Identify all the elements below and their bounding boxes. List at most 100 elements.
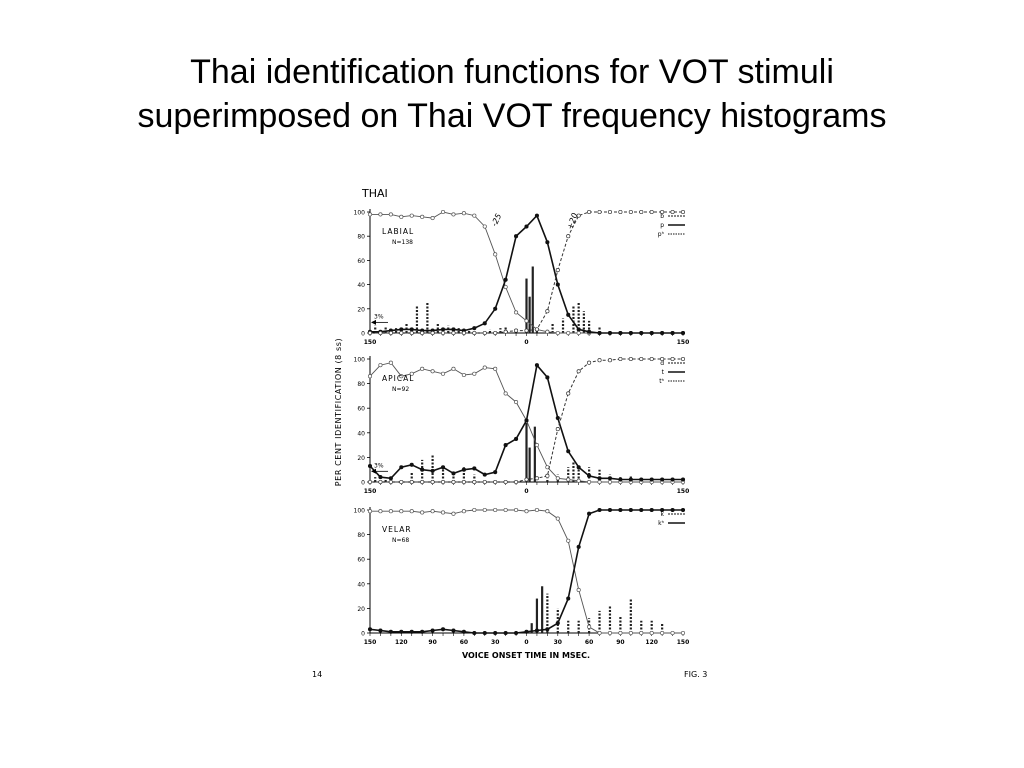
data-point bbox=[493, 479, 498, 485]
x-tick-label: 120 bbox=[645, 639, 658, 646]
data-point bbox=[587, 511, 592, 516]
data-point bbox=[420, 330, 425, 336]
y-axis-label: PER CENT IDENTIFICATION (8 ss) bbox=[334, 338, 343, 487]
data-point bbox=[618, 330, 623, 336]
data-point bbox=[409, 629, 414, 634]
data-point bbox=[649, 209, 654, 215]
data-point bbox=[660, 507, 665, 513]
data-point bbox=[524, 224, 529, 229]
data-point bbox=[493, 366, 498, 371]
y-tick-label: 0 bbox=[361, 331, 365, 338]
data-point bbox=[670, 330, 675, 336]
data-point bbox=[472, 479, 477, 485]
slide-title-line-1: Thai identification functions for VOT st… bbox=[190, 53, 834, 91]
data-point bbox=[555, 282, 560, 287]
data-point bbox=[545, 375, 550, 380]
data-point bbox=[451, 628, 456, 633]
data-point bbox=[420, 214, 425, 219]
data-point bbox=[440, 627, 446, 632]
figure-label: FIG. 3 bbox=[684, 670, 707, 679]
data-point bbox=[660, 209, 665, 215]
data-point bbox=[409, 327, 414, 332]
data-point bbox=[597, 330, 602, 336]
data-point bbox=[367, 627, 373, 632]
data-point bbox=[524, 318, 529, 323]
data-point bbox=[451, 327, 456, 332]
data-point bbox=[503, 443, 508, 448]
y-tick-label: 40 bbox=[357, 282, 365, 289]
data-point bbox=[639, 507, 644, 513]
data-point bbox=[378, 475, 383, 480]
data-point bbox=[545, 473, 550, 478]
data-point bbox=[482, 479, 487, 485]
data-point bbox=[482, 330, 487, 336]
data-point bbox=[524, 418, 529, 423]
data-point bbox=[440, 209, 446, 215]
data-point bbox=[430, 468, 435, 473]
data-point bbox=[639, 330, 644, 336]
panel-velar: 0 20 40 60 80 100 150 120 90 60 30 0 30 60 90 120 150 VEL… bbox=[354, 507, 689, 646]
y-tick-label: 0 bbox=[361, 631, 365, 638]
data-point bbox=[680, 356, 686, 362]
data-point bbox=[670, 209, 675, 215]
legend-label: t bbox=[662, 369, 665, 376]
data-point bbox=[420, 479, 425, 485]
data-point bbox=[388, 360, 393, 365]
x-tick-label: 0 bbox=[524, 488, 528, 495]
data-point bbox=[566, 538, 571, 543]
data-point bbox=[534, 363, 539, 368]
data-point bbox=[378, 628, 383, 633]
data-point bbox=[399, 465, 404, 470]
data-point bbox=[576, 587, 581, 593]
data-point bbox=[628, 356, 633, 362]
data-point bbox=[430, 509, 435, 514]
data-point bbox=[514, 400, 519, 405]
arrow-head bbox=[371, 468, 376, 474]
data-point bbox=[660, 356, 665, 362]
data-point bbox=[576, 330, 581, 336]
data-point bbox=[503, 284, 508, 290]
data-point bbox=[440, 371, 446, 376]
data-point bbox=[409, 479, 414, 485]
data-point bbox=[576, 369, 581, 374]
data-point bbox=[472, 507, 477, 513]
data-point bbox=[388, 479, 393, 485]
data-point bbox=[367, 509, 373, 514]
data-point bbox=[399, 330, 404, 336]
data-point bbox=[461, 330, 466, 336]
data-point bbox=[597, 507, 602, 513]
data-point bbox=[503, 507, 508, 513]
data-point bbox=[597, 630, 602, 636]
data-point bbox=[451, 511, 456, 516]
data-point bbox=[399, 629, 404, 634]
panel-label: VELAR bbox=[382, 525, 412, 534]
data-point bbox=[534, 628, 539, 633]
data-point bbox=[639, 356, 644, 362]
figure-heading: THAI bbox=[361, 187, 388, 200]
data-point bbox=[367, 374, 373, 379]
data-point bbox=[545, 240, 550, 245]
data-point bbox=[420, 366, 425, 371]
data-point bbox=[388, 330, 393, 336]
data-point bbox=[482, 630, 487, 636]
x-tick-label: 0 bbox=[524, 639, 528, 646]
data-point bbox=[534, 213, 539, 218]
data-point bbox=[649, 630, 654, 636]
data-point bbox=[660, 330, 665, 336]
data-point bbox=[576, 478, 581, 483]
data-point bbox=[597, 209, 602, 215]
x-tick-label: 30 bbox=[554, 639, 562, 646]
boundary-label-1: -25 bbox=[490, 212, 504, 228]
data-point bbox=[597, 358, 602, 363]
data-point bbox=[555, 415, 560, 421]
legend-label: d bbox=[660, 360, 664, 367]
data-point bbox=[628, 630, 633, 636]
data-point bbox=[461, 509, 466, 514]
y-tick-label: 60 bbox=[357, 557, 365, 564]
data-point bbox=[607, 630, 613, 636]
data-point bbox=[378, 479, 383, 485]
thai-vot-figure: THAI PER CENT IDENTIFICATION (8 ss) VOIC… bbox=[300, 180, 720, 680]
data-point bbox=[534, 507, 539, 513]
data-point bbox=[649, 477, 654, 482]
data-point bbox=[493, 470, 498, 475]
